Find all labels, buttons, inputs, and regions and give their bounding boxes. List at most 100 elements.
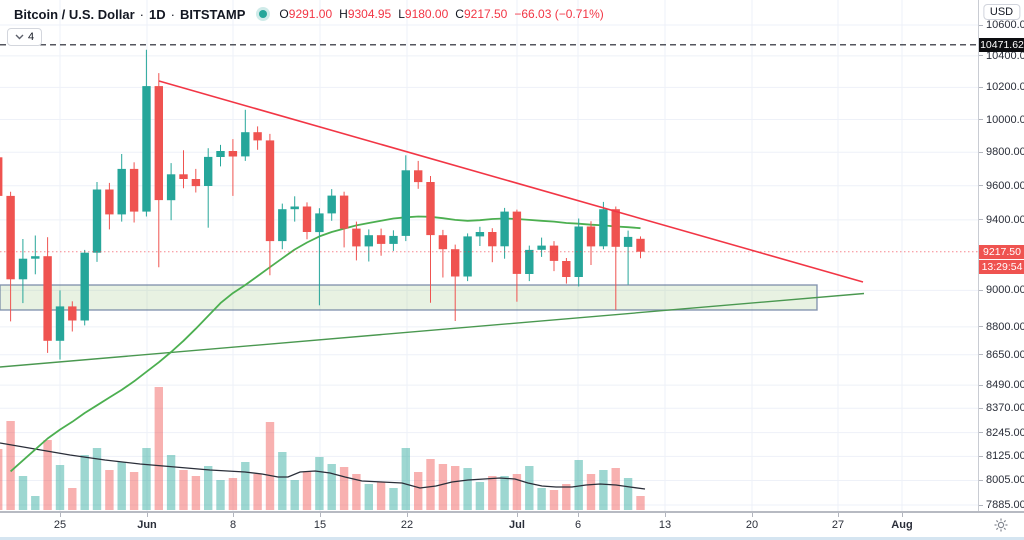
candle-body [636,238,645,252]
price-tick-label: 9800.00 [986,146,1024,159]
volume-bar [586,474,596,510]
candle-body [55,306,65,341]
price-tick-label: 9000.00 [986,284,1024,297]
price-axis[interactable]: USD 10600.00 10400.00 10200.00 10000.00 9800… [978,0,1024,512]
price-tick-mark [979,455,983,457]
candle-body [475,232,485,237]
volume-bar [253,474,262,510]
ohlc-pair: C9217.50 [455,7,508,21]
volume-bar [562,484,571,510]
price-tick-mark [979,119,983,121]
volume-bar [179,470,188,510]
candle-body [623,236,633,247]
time-tick-label: 6 [574,519,582,531]
volume-bar [191,476,201,510]
candle-body [31,256,40,259]
candle-body [463,236,472,277]
volume-bar [463,468,472,510]
volume-bar [216,480,225,510]
price-tick-label: 8490.00 [986,379,1024,392]
volume-bar [6,421,15,510]
axis-corner [978,513,1024,537]
hidden-indicators-count: 4 [28,31,35,43]
volume-bar [55,465,65,510]
price-tick-mark [979,432,983,434]
volume-bar [352,474,361,510]
indicators-collapse-button[interactable]: 4 [7,28,43,46]
time-tick-label: Jul [509,519,525,531]
volume-bar [389,488,398,510]
candle-body [253,132,262,141]
volume-bar [376,482,386,510]
candle-body [364,235,373,247]
price-tick-label: 10200.00 [986,81,1024,94]
price-tick-label: 8005.00 [986,474,1024,487]
price-tick-mark [979,384,983,386]
candle-body [68,306,77,321]
volume-bar [105,470,114,510]
symbol-title[interactable]: Bitcoin / U.S. Dollar · 1D · BITSTAMP [14,7,245,22]
candle-body [43,256,52,341]
gear-icon[interactable] [994,518,1008,532]
volume-bar [438,464,448,510]
price-tick-mark [979,55,983,57]
volume-bar [364,484,373,510]
ohlc-values: O9291.00 H9304.95 L9180.00 C9217.50 −66.03 (… [279,7,603,21]
candle-body [6,195,15,280]
volume-bar [451,466,460,510]
time-axis[interactable]: 25 Jun 8 15 22 Jul 6 13 20 27 Aug [0,513,978,537]
bar-countdown-label: 13:29:54 [979,259,1024,274]
time-tick-mark [233,513,234,517]
time-tick-label: 25 [53,519,67,531]
price-tick-label: 10000.00 [986,113,1024,126]
axis-separator [0,511,1024,513]
candle-body [586,226,596,247]
candle-body [154,86,163,201]
support-zone [0,284,818,311]
candle-body [426,182,435,236]
volume-bar [241,462,250,510]
time-tick-mark [752,513,753,517]
price-tick-label: 8800.00 [986,320,1024,333]
volume-bar [142,448,151,510]
volume-bar [18,476,28,510]
ohlc-pair: H9304.95 [339,7,392,21]
volume-bar [611,468,620,510]
time-tick-label: 8 [229,519,237,531]
candle-body [537,245,546,250]
price-tick-label: 9600.00 [986,179,1024,192]
candle-body [129,168,139,212]
candle-body [376,235,386,244]
volume-bar [549,490,559,510]
time-tick-label: 27 [831,519,845,531]
candle-body [401,170,410,236]
volume-bar [265,422,275,510]
candle-body [80,252,89,321]
ohlc-pair: L9180.00 [398,7,449,21]
price-tick-label: 10600.00 [986,19,1024,31]
chevron-down-icon [15,34,24,40]
candle-body [611,209,620,247]
volume-bar [339,467,349,510]
chart-pane[interactable] [0,0,978,512]
candle-body [599,209,608,247]
volume-bar [512,474,522,510]
price-tick-mark [979,354,983,356]
time-tick-mark [407,513,408,517]
volume-bar [129,472,139,510]
volume-bar [327,464,336,510]
chart-legend: Bitcoin / U.S. Dollar · 1D · BITSTAMP O9… [14,5,604,23]
time-tick-mark [665,513,666,517]
volume-bar [43,440,52,510]
price-tick-label: 8125.00 [986,450,1024,463]
candle-body [352,228,361,247]
candle-body [339,195,349,229]
price-tick-label: 10400.00 [986,49,1024,62]
price-tick-label: 8650.00 [986,348,1024,361]
volume-bar [537,488,546,510]
currency-toggle-button[interactable]: USD [982,4,1021,20]
symbol-name: Bitcoin / U.S. Dollar [14,6,135,22]
candle-body [315,213,324,233]
price-tick-label: 8245.00 [986,426,1024,439]
